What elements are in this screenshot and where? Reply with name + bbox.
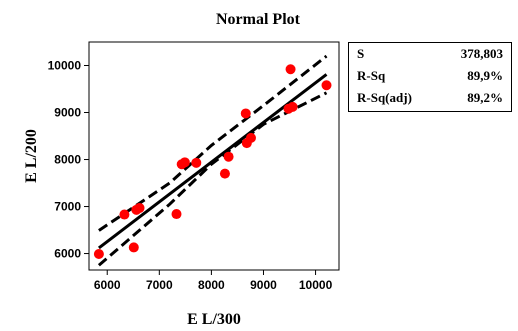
confidence-band-lower: [97, 91, 328, 267]
stat-key: R-Sq(adj): [357, 90, 412, 105]
y-tick-label: 10000: [48, 59, 82, 73]
points-layer: [93, 64, 332, 260]
x-tick-label: 10000: [299, 278, 333, 292]
y-tick-label: 8000: [54, 153, 81, 167]
stat-value: 89,9%: [467, 68, 503, 83]
x-tick-label: 8000: [198, 278, 225, 292]
chart-title: Normal Plot: [216, 11, 301, 28]
y-ticks: 6000 7000 8000 9000 10000: [48, 59, 89, 261]
x-ticks: 6000 7000 8000 9000 10000: [94, 270, 333, 292]
data-point: [171, 209, 182, 220]
stat-value: 378,803: [460, 46, 503, 61]
x-tick-label: 7000: [146, 278, 173, 292]
data-point: [287, 101, 298, 112]
x-tick-label: 9000: [250, 278, 277, 292]
y-axis-label: E L/200: [23, 129, 40, 183]
x-axis-label: E L/300: [187, 311, 241, 328]
fit-line: [97, 73, 328, 250]
stats-box: S 378,803 R-Sq 89,9% R-Sq(adj) 89,2%: [348, 42, 512, 112]
data-point: [119, 209, 130, 220]
stats-row: S 378,803: [349, 46, 511, 66]
y-tick-label: 6000: [54, 247, 81, 261]
stat-key: S: [357, 46, 365, 61]
data-point: [240, 108, 251, 119]
stat-key: R-Sq: [357, 68, 386, 83]
confidence-band-upper: [98, 54, 328, 232]
data-point: [191, 157, 202, 168]
data-point: [285, 64, 296, 75]
y-tick-label: 7000: [54, 200, 81, 214]
data-point: [245, 132, 256, 143]
data-point: [134, 202, 145, 213]
data-point: [219, 168, 230, 179]
data-point: [128, 242, 139, 253]
plot-lines: [97, 54, 328, 267]
plot-frame: [88, 41, 340, 271]
data-point: [321, 80, 332, 91]
y-tick-label: 9000: [54, 106, 81, 120]
x-tick-label: 6000: [94, 278, 121, 292]
data-point: [179, 157, 190, 168]
data-point: [223, 151, 234, 162]
data-point: [93, 249, 104, 260]
stats-row: R-Sq 89,9%: [349, 68, 511, 88]
stats-row: R-Sq(adj) 89,2%: [349, 90, 511, 110]
stat-value: 89,2%: [467, 90, 503, 105]
